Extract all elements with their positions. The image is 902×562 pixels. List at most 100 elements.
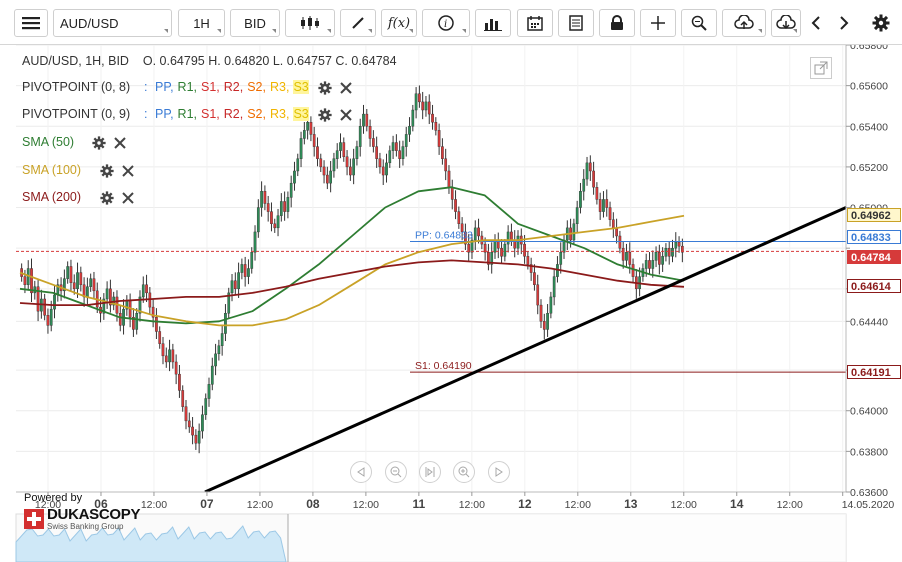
candle-body — [36, 286, 40, 312]
candle-body — [293, 170, 296, 184]
candle-body — [187, 420, 191, 428]
nav-scroll-left-button[interactable] — [350, 461, 372, 483]
pivot-r2: R2, — [223, 80, 244, 94]
scroll-right-button[interactable] — [834, 9, 854, 37]
candle-body — [197, 430, 201, 444]
candle-body — [450, 187, 454, 200]
candle-body — [470, 239, 474, 253]
sma-50-remove-button[interactable] — [114, 137, 126, 152]
candle-body — [579, 191, 582, 208]
nav-reset-button[interactable] — [419, 461, 441, 483]
candle-body — [473, 227, 477, 241]
y-tick-label: 0.65200 — [850, 162, 888, 174]
lock-button[interactable] — [599, 9, 635, 37]
volume-button[interactable] — [475, 9, 511, 37]
drawing-tools-button[interactable] — [340, 9, 376, 37]
candle-body — [398, 150, 402, 159]
pivot-2-remove-button[interactable] — [340, 109, 352, 124]
candle-body — [661, 256, 664, 265]
pivot-s1: S1, — [201, 80, 220, 94]
sma-100-remove-button[interactable] — [122, 165, 134, 180]
chart-area[interactable]: PP: 0.64833 S1: 0.64190 0.63600 0.63800 0.6… — [0, 45, 902, 562]
pivot-2-label: PIVOTPOINT (0, 9) — [22, 107, 131, 121]
candle-body — [375, 146, 379, 159]
calendar-button[interactable] — [517, 9, 553, 37]
candle-body — [378, 158, 382, 168]
candle-body — [30, 268, 33, 294]
candle-body — [79, 272, 83, 285]
candle-body — [542, 321, 546, 330]
price-tag: 0.64614 — [847, 278, 901, 293]
candle-body — [273, 223, 277, 229]
info-button[interactable]: i — [422, 9, 470, 37]
navigator-mask — [288, 514, 846, 562]
navigator-series — [15, 525, 287, 562]
pivot-1-settings-button[interactable] — [318, 81, 332, 98]
candle-body — [615, 227, 618, 237]
candle-body — [220, 333, 224, 346]
candle-body — [306, 122, 309, 131]
nav-zoom-in-button[interactable] — [453, 461, 475, 483]
candle-body — [454, 199, 457, 212]
candle-body — [260, 191, 263, 208]
chart-canvas[interactable]: PP: 0.64833 S1: 0.64190 0.63600 0.63800 0.6… — [0, 45, 902, 562]
candle-body — [487, 252, 490, 265]
candle-body — [510, 231, 513, 241]
price-side-label: BID — [244, 15, 266, 31]
instrument-select[interactable]: AUD/USD — [53, 9, 172, 37]
pivot-s3: S3 — [293, 80, 309, 94]
candle-body — [132, 317, 135, 330]
nav-scroll-right-button[interactable] — [488, 461, 510, 483]
candle-body — [441, 146, 444, 159]
candle-body — [667, 247, 671, 257]
pivot-pp: PP, — [155, 80, 174, 94]
pivot-r1: R1, — [177, 80, 197, 94]
price-side-select[interactable]: BID — [230, 9, 280, 37]
chart-type-button[interactable] — [285, 9, 335, 37]
candle-body — [155, 317, 158, 332]
candle-body — [256, 207, 260, 233]
candle-body — [381, 166, 385, 176]
x-tick-label: 12:00 — [459, 499, 485, 511]
candle-body — [352, 158, 355, 176]
candle-body — [664, 247, 668, 257]
settings-button[interactable] — [868, 9, 894, 37]
pivot-2-settings-button[interactable] — [318, 108, 332, 125]
report-button[interactable] — [558, 9, 594, 37]
x-tick-label: 12:00 — [565, 499, 591, 511]
y-tick-label: 0.64000 — [850, 406, 888, 418]
pivot-r2: R2, — [223, 107, 244, 121]
candle-body — [194, 434, 198, 444]
candle-body — [575, 207, 579, 225]
candle-body — [460, 223, 464, 233]
nav-zoom-out-button[interactable] — [385, 461, 407, 483]
candle-body — [161, 343, 165, 357]
candle-body — [49, 308, 53, 326]
sma-50-settings-button[interactable] — [92, 136, 106, 153]
candle-body — [506, 231, 510, 245]
timeframe-select[interactable]: 1H — [178, 9, 225, 37]
x-tick-label: 14.05.2020 — [842, 499, 895, 511]
crosshair-button[interactable] — [640, 9, 676, 37]
x-tick-label: 08 — [306, 497, 320, 511]
candle-body — [358, 126, 362, 147]
sma-200-settings-button[interactable] — [100, 191, 114, 208]
expand-icon — [814, 61, 828, 75]
fullscreen-button[interactable] — [810, 57, 832, 79]
sma-100-settings-button[interactable] — [100, 164, 114, 181]
candle-body — [388, 150, 392, 164]
pivot-1-remove-button[interactable] — [340, 82, 352, 97]
y-tick-label: 0.65600 — [850, 81, 888, 93]
menu-button[interactable] — [14, 9, 48, 37]
zoom-button[interactable] — [681, 9, 717, 37]
upload-button[interactable] — [722, 9, 766, 37]
scroll-left-button[interactable] — [806, 9, 826, 37]
download-button[interactable] — [771, 9, 801, 37]
timeframe-label: 1H — [193, 15, 210, 31]
candle-body — [631, 264, 635, 277]
indicators-button[interactable]: f(x) — [381, 9, 417, 37]
pivot-1-label: PIVOTPOINT (0, 8) — [22, 80, 131, 94]
sma-200-remove-button[interactable] — [122, 192, 134, 207]
candle-body — [243, 264, 247, 277]
candle-body — [552, 276, 556, 298]
